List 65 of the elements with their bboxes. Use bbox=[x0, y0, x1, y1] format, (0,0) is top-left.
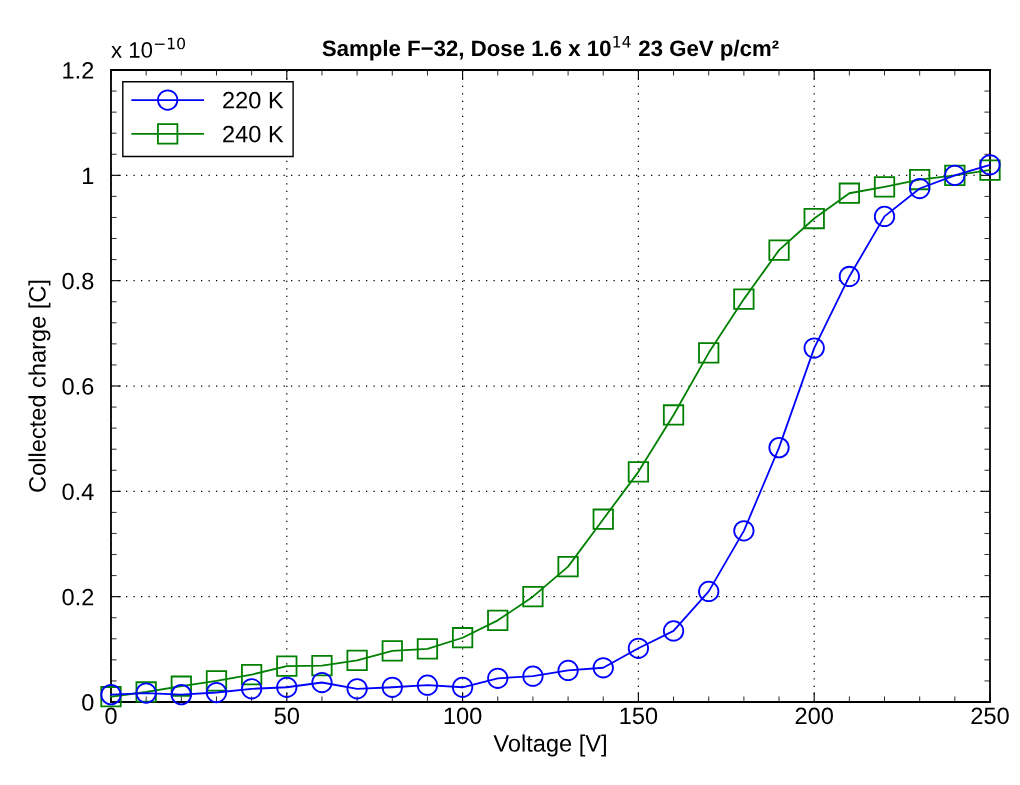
point bbox=[698, 580, 720, 603]
y-tick-label: 1 bbox=[83, 167, 94, 184]
y-axis-title: Collected charge [C] bbox=[28, 280, 51, 492]
point bbox=[592, 657, 614, 679]
point bbox=[662, 404, 685, 426]
x-axis-title: Voltage [V] bbox=[493, 734, 606, 757]
point bbox=[592, 508, 614, 530]
point bbox=[276, 676, 298, 698]
point bbox=[698, 342, 720, 364]
point bbox=[451, 627, 474, 649]
point bbox=[522, 586, 544, 608]
x-tick-label: 150 bbox=[620, 707, 658, 725]
point bbox=[522, 665, 544, 687]
point bbox=[381, 640, 403, 662]
point bbox=[557, 556, 579, 578]
y-tick-label: 1.2 bbox=[63, 62, 94, 79]
point bbox=[416, 638, 439, 660]
point bbox=[873, 176, 896, 198]
x-tick-label: 0 bbox=[105, 707, 117, 725]
point bbox=[909, 177, 931, 200]
point bbox=[451, 676, 474, 698]
point bbox=[557, 659, 579, 682]
text: x 10$^{−10}$ bbox=[111, 37, 186, 58]
point bbox=[346, 678, 368, 700]
point bbox=[487, 609, 509, 631]
y-tick-label: 0.2 bbox=[62, 588, 94, 606]
legend-label: 240 K bbox=[223, 125, 284, 143]
point bbox=[170, 675, 192, 697]
point bbox=[346, 649, 368, 672]
point bbox=[241, 663, 263, 686]
legend-label: 220 K bbox=[223, 91, 284, 109]
point bbox=[241, 678, 263, 700]
x-tick-label: 200 bbox=[795, 707, 833, 725]
point bbox=[979, 154, 1001, 176]
point bbox=[487, 667, 509, 689]
point bbox=[627, 637, 650, 659]
point bbox=[381, 676, 403, 698]
point bbox=[662, 620, 685, 642]
point bbox=[733, 288, 755, 310]
point bbox=[311, 655, 333, 677]
point bbox=[768, 436, 790, 459]
point bbox=[276, 655, 298, 677]
y-tick-label: 0 bbox=[82, 694, 94, 711]
x-tick-label: 250 bbox=[971, 707, 1009, 725]
x-tick-label: 50 bbox=[274, 707, 300, 725]
point bbox=[768, 239, 790, 261]
x-tick-label: 100 bbox=[444, 707, 482, 725]
point bbox=[909, 168, 931, 191]
y-tick-label: 0.4 bbox=[62, 483, 94, 501]
point bbox=[803, 337, 825, 359]
point bbox=[205, 670, 228, 692]
point bbox=[803, 207, 825, 230]
point bbox=[627, 461, 650, 483]
point bbox=[311, 671, 333, 694]
chart-title: Sample F−32, Dose 1.6 x 10$^{14}$ 23 GeV p/cm² bbox=[322, 36, 779, 61]
point bbox=[733, 520, 755, 542]
point bbox=[205, 681, 228, 704]
point bbox=[170, 683, 192, 706]
point bbox=[838, 265, 860, 288]
point bbox=[838, 182, 860, 204]
point bbox=[416, 674, 439, 696]
y-tick-label: 0.8 bbox=[62, 272, 94, 290]
y-tick-label: 0.6 bbox=[62, 378, 94, 395]
point bbox=[979, 159, 1001, 181]
point bbox=[873, 205, 896, 228]
